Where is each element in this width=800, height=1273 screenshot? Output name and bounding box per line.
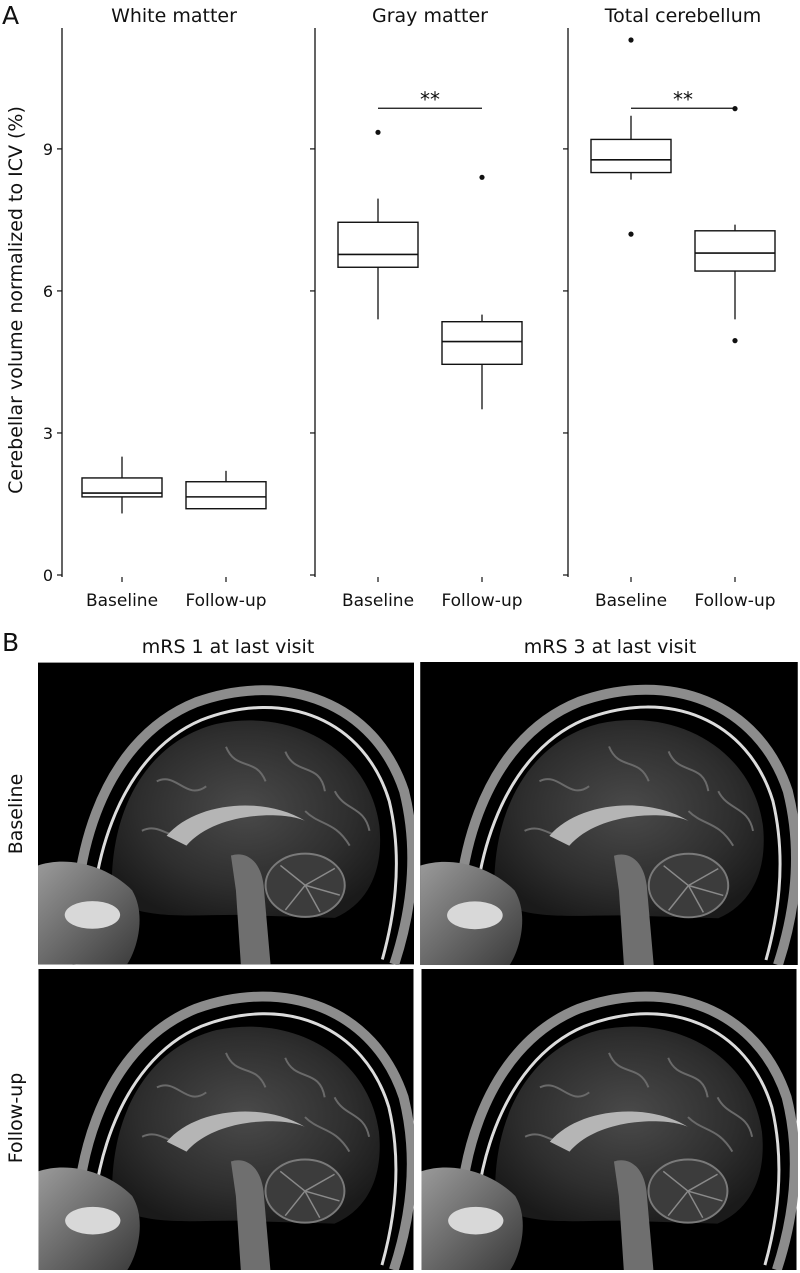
facet-title-gray-matter: Gray matter <box>372 5 488 27</box>
box-gray-matter-follow-up <box>441 321 523 366</box>
y-tick-label-6: 6 <box>43 282 53 301</box>
outlier-total-cerebellum-follow-up-1 <box>732 338 738 344</box>
y-axis-label: Cerebellar volume normalized to ICV (%) <box>5 106 27 494</box>
y-tick-label-3: 3 <box>43 424 53 443</box>
panel-a-label: A <box>2 1 19 30</box>
x-tick-label-gray-matter-baseline: Baseline <box>342 591 414 611</box>
x-tick-label-gray-matter-follow-up: Follow-up <box>441 591 522 611</box>
mri-image-follow-up-mrs1 <box>38 969 413 1270</box>
outlier-total-cerebellum-baseline-0 <box>628 37 634 43</box>
significance-label-gray-matter: ** <box>420 87 440 111</box>
mri-image-baseline-mrs1 <box>38 663 414 965</box>
boxplot-chart: White matter 0 3 6 9 Baseline Follow-up Gray ma… <box>43 5 776 611</box>
y-tick-label-0: 0 <box>43 566 53 585</box>
box-white-matter-follow-up <box>185 481 267 510</box>
row-label-baseline: Baseline <box>5 774 27 855</box>
x-tick-label-white-matter-baseline: Baseline <box>86 591 158 611</box>
x-tick-label-total-cerebellum-baseline: Baseline <box>595 591 667 611</box>
outlier-total-cerebellum-baseline-1 <box>628 231 634 237</box>
column-header-mrs3: mRS 3 at last visit <box>524 636 697 658</box>
box-total-cerebellum-baseline <box>590 138 672 174</box>
significance-label-total-cerebellum: ** <box>673 87 693 111</box>
facet-title-white-matter: White matter <box>111 5 237 27</box>
y-tick-label-9: 9 <box>43 140 53 159</box>
outlier-gray-matter-follow-up-0 <box>479 174 485 180</box>
mri-image-follow-up-mrs3 <box>421 969 796 1270</box>
box-total-cerebellum-follow-up <box>694 230 776 272</box>
row-label-follow-up: Follow-up <box>5 1073 27 1164</box>
box-white-matter-baseline <box>81 477 163 498</box>
column-header-mrs1: mRS 1 at last visit <box>142 636 315 658</box>
outlier-gray-matter-baseline-0 <box>375 129 381 135</box>
mri-image-baseline-mrs3 <box>420 662 798 965</box>
x-tick-label-white-matter-follow-up: Follow-up <box>185 591 266 611</box>
box-gray-matter-baseline <box>337 221 419 268</box>
panel-b-label: B <box>2 628 19 657</box>
mri-grid <box>38 662 798 1270</box>
x-tick-label-total-cerebellum-follow-up: Follow-up <box>694 591 775 611</box>
facet-title-total-cerebellum: Total cerebellum <box>604 5 762 27</box>
